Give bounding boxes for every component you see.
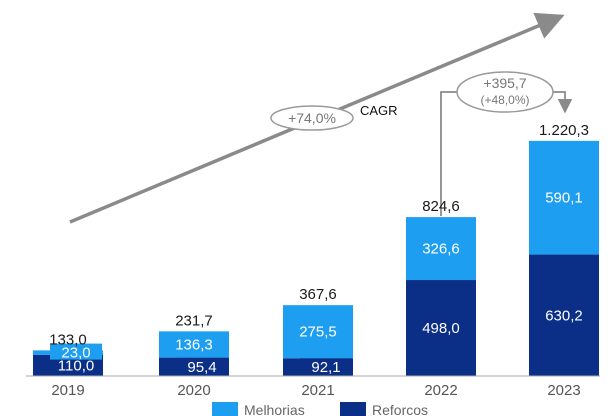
bar-melhorias-2023 [529,140,599,255]
legend: Melhorias Reforcos [212,402,428,416]
bar-reforcos-2023 [529,254,599,376]
total-label-2023: 1.220,3 [539,122,589,139]
total-label-2021: 367,6 [299,286,337,303]
total-label-2019: 133,0 [49,331,87,348]
bar-label-reforcos-2020: 95,4 [187,359,216,376]
bar-label-melhorias-2019: 23,0 [61,345,90,362]
bar-label-bg-reforcos-2021 [300,358,352,375]
bar-label-melhorias-2020: 136,3 [175,336,213,353]
bar-label-reforcos-2019: 110,0 [58,357,94,374]
bar-label-bg-reforcos-2019 [50,356,102,373]
bar-label-bg-reforcos-2020 [176,357,228,374]
bar-melhorias-2020 [159,331,229,358]
legend-swatch-melhorias [212,402,238,416]
bar-label-melhorias-2021: 275,5 [299,324,337,341]
bar-melhorias-2021 [283,305,353,359]
x-tick-2020: 2020 [177,382,210,399]
bar-label-reforcos-2023: 630,2 [545,307,583,324]
cagr-bubble [270,105,354,131]
bar-label-bg-melhorias-2019 [50,343,102,360]
delta-bubble [456,71,554,113]
legend-swatch-reforcos [340,402,366,416]
x-tick-2022: 2022 [424,382,457,399]
x-tick-2019: 2019 [51,382,84,399]
bar-label-melhorias-2022: 326,6 [422,241,460,258]
legend-label-reforcos: Reforcos [372,402,428,416]
bar-melhorias-2022 [406,217,476,281]
delta-percent: (+48,0%) [480,93,529,107]
delta-value: +395,7 [483,75,526,91]
x-tick-2021: 2021 [301,382,334,399]
cagr-label: CAGR [360,103,398,118]
bar-label-reforcos-2022: 498,0 [422,320,460,337]
bar-reforcos-2022 [406,280,476,376]
cagr-value: +74,0% [288,110,336,126]
legend-label-melhorias: Melhorias [244,402,305,416]
bar-label-reforcos-2021: 92,1 [311,359,340,376]
total-label-2020: 231,7 [175,312,213,329]
x-axis-ticks: 2019 2020 2021 2022 2023 [51,382,580,399]
bar-label-melhorias-2023: 590,1 [545,190,583,207]
total-label-2022: 824,6 [422,198,460,215]
x-tick-2023: 2023 [547,382,580,399]
